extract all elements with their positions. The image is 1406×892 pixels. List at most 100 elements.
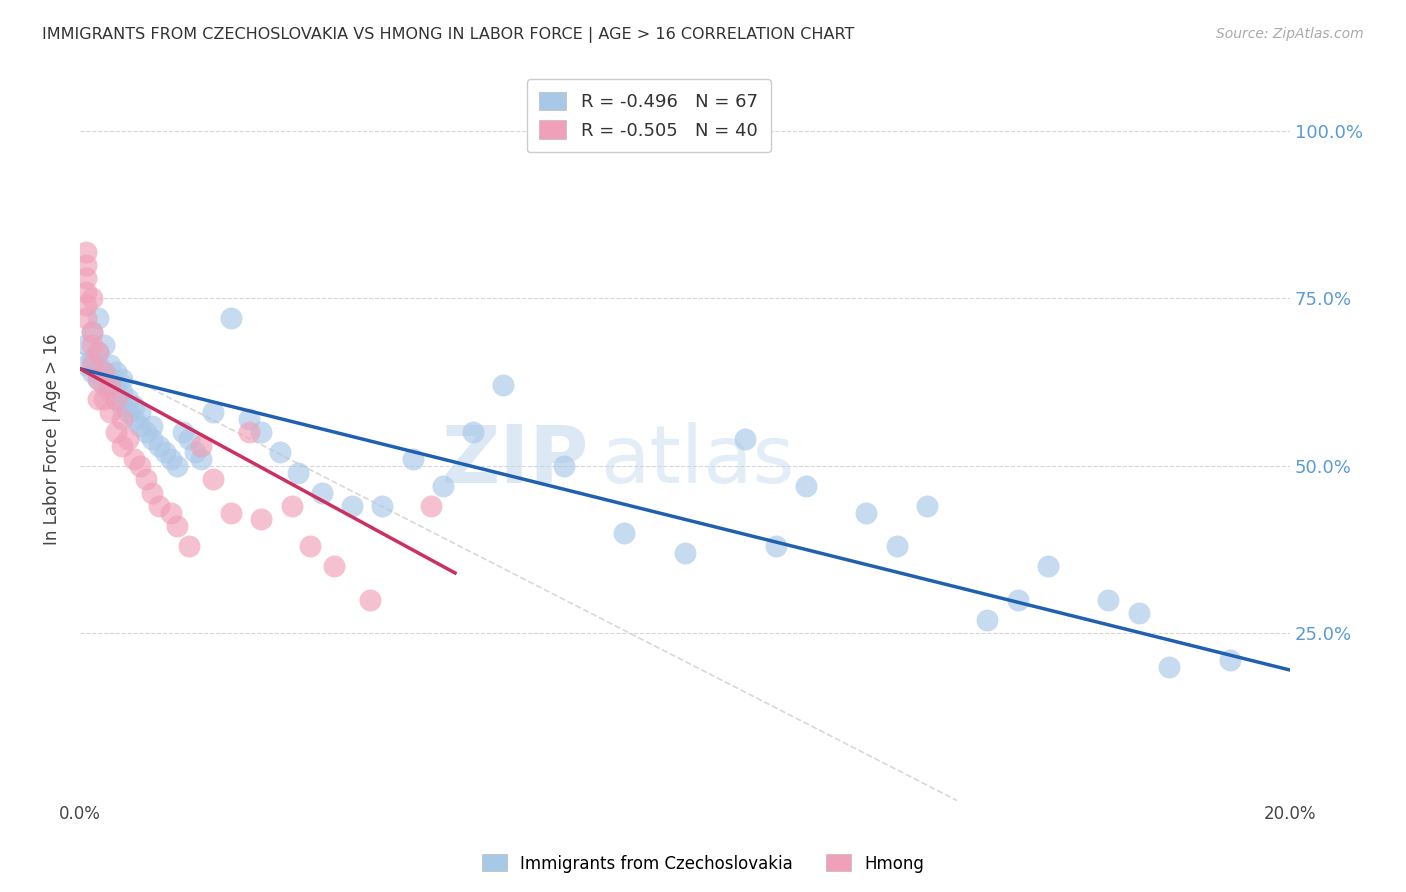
Point bbox=[201, 405, 224, 419]
Point bbox=[80, 365, 103, 379]
Point bbox=[141, 432, 163, 446]
Point bbox=[340, 499, 363, 513]
Point bbox=[886, 539, 908, 553]
Point bbox=[93, 378, 115, 392]
Point bbox=[75, 271, 97, 285]
Text: IMMIGRANTS FROM CZECHOSLOVAKIA VS HMONG IN LABOR FORCE | AGE > 16 CORRELATION CH: IMMIGRANTS FROM CZECHOSLOVAKIA VS HMONG … bbox=[42, 27, 855, 43]
Point bbox=[401, 452, 423, 467]
Point bbox=[129, 418, 152, 433]
Point bbox=[87, 311, 110, 326]
Point bbox=[87, 359, 110, 373]
Point bbox=[432, 479, 454, 493]
Y-axis label: In Labor Force | Age > 16: In Labor Force | Age > 16 bbox=[44, 334, 60, 545]
Point bbox=[148, 439, 170, 453]
Point bbox=[117, 392, 139, 406]
Point bbox=[141, 485, 163, 500]
Point bbox=[111, 399, 134, 413]
Point bbox=[105, 378, 128, 392]
Point bbox=[371, 499, 394, 513]
Point bbox=[976, 613, 998, 627]
Point bbox=[93, 365, 115, 379]
Point bbox=[287, 466, 309, 480]
Text: atlas: atlas bbox=[600, 422, 794, 500]
Point bbox=[93, 392, 115, 406]
Point bbox=[219, 311, 242, 326]
Point bbox=[111, 385, 134, 400]
Point bbox=[98, 405, 121, 419]
Point bbox=[159, 506, 181, 520]
Point bbox=[238, 425, 260, 440]
Point bbox=[75, 244, 97, 259]
Point bbox=[105, 392, 128, 406]
Point bbox=[250, 512, 273, 526]
Point bbox=[129, 458, 152, 473]
Point bbox=[177, 539, 200, 553]
Legend: Immigrants from Czechoslovakia, Hmong: Immigrants from Czechoslovakia, Hmong bbox=[475, 847, 931, 880]
Point bbox=[75, 311, 97, 326]
Point bbox=[93, 365, 115, 379]
Point bbox=[190, 439, 212, 453]
Point bbox=[98, 359, 121, 373]
Point bbox=[124, 412, 146, 426]
Point bbox=[269, 445, 291, 459]
Point bbox=[190, 452, 212, 467]
Point bbox=[105, 365, 128, 379]
Point bbox=[105, 425, 128, 440]
Point bbox=[135, 472, 157, 486]
Point bbox=[87, 372, 110, 386]
Point bbox=[184, 445, 207, 459]
Point bbox=[359, 592, 381, 607]
Point bbox=[311, 485, 333, 500]
Point bbox=[166, 458, 188, 473]
Point bbox=[280, 499, 302, 513]
Point bbox=[613, 525, 636, 540]
Point bbox=[80, 351, 103, 366]
Point bbox=[124, 452, 146, 467]
Point bbox=[734, 432, 756, 446]
Point bbox=[87, 345, 110, 359]
Point bbox=[117, 405, 139, 419]
Point bbox=[1036, 559, 1059, 574]
Text: ZIP: ZIP bbox=[441, 422, 588, 500]
Point bbox=[172, 425, 194, 440]
Point bbox=[159, 452, 181, 467]
Point bbox=[1157, 659, 1180, 673]
Legend: R = -0.496   N = 67, R = -0.505   N = 40: R = -0.496 N = 67, R = -0.505 N = 40 bbox=[527, 79, 770, 153]
Point bbox=[794, 479, 817, 493]
Point bbox=[75, 285, 97, 299]
Point bbox=[80, 325, 103, 339]
Point bbox=[1007, 592, 1029, 607]
Point bbox=[98, 372, 121, 386]
Point bbox=[323, 559, 346, 574]
Point bbox=[124, 399, 146, 413]
Point bbox=[250, 425, 273, 440]
Point bbox=[1218, 653, 1240, 667]
Point bbox=[463, 425, 485, 440]
Point bbox=[93, 338, 115, 352]
Text: Source: ZipAtlas.com: Source: ZipAtlas.com bbox=[1216, 27, 1364, 41]
Point bbox=[298, 539, 321, 553]
Point bbox=[553, 458, 575, 473]
Point bbox=[765, 539, 787, 553]
Point bbox=[98, 378, 121, 392]
Point bbox=[1128, 606, 1150, 620]
Point bbox=[166, 519, 188, 533]
Point bbox=[111, 439, 134, 453]
Point bbox=[141, 418, 163, 433]
Point bbox=[419, 499, 441, 513]
Point bbox=[117, 432, 139, 446]
Point bbox=[177, 432, 200, 446]
Point bbox=[111, 412, 134, 426]
Point bbox=[238, 412, 260, 426]
Point bbox=[80, 359, 103, 373]
Point bbox=[75, 359, 97, 373]
Point bbox=[75, 338, 97, 352]
Point bbox=[105, 392, 128, 406]
Point bbox=[135, 425, 157, 440]
Point bbox=[915, 499, 938, 513]
Point bbox=[87, 372, 110, 386]
Point bbox=[75, 258, 97, 272]
Point bbox=[148, 499, 170, 513]
Point bbox=[492, 378, 515, 392]
Point bbox=[87, 392, 110, 406]
